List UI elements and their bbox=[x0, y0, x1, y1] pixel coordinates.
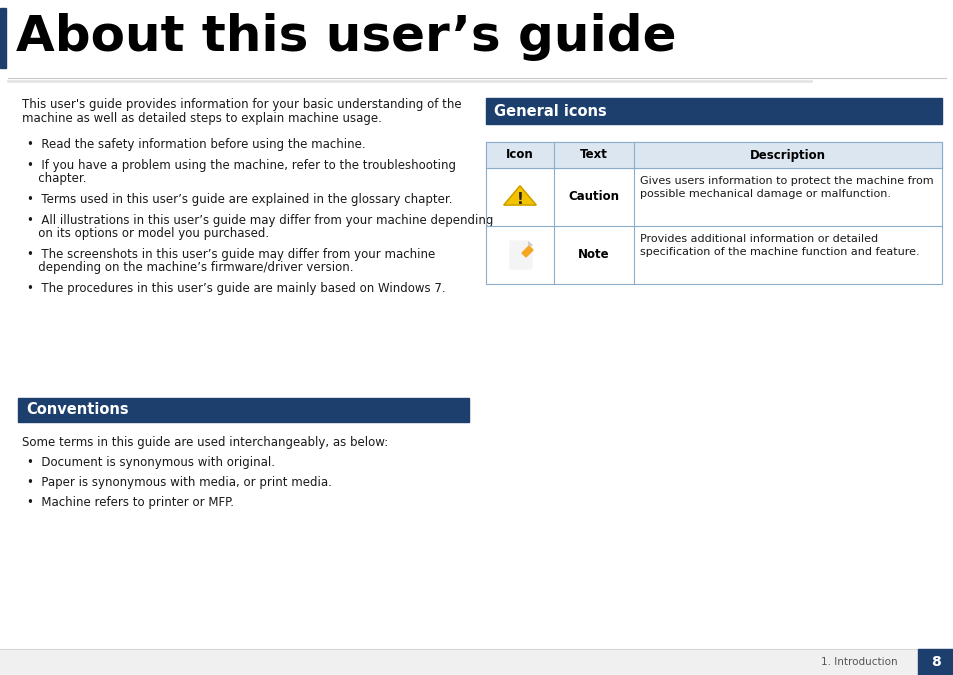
Text: chapter.: chapter. bbox=[27, 172, 87, 185]
Text: Icon: Icon bbox=[506, 148, 534, 161]
Text: •  Terms used in this user’s guide are explained in the glossary chapter.: • Terms used in this user’s guide are ex… bbox=[27, 193, 452, 206]
Text: Description: Description bbox=[749, 148, 825, 161]
Text: possible mechanical damage or malfunction.: possible mechanical damage or malfunctio… bbox=[639, 189, 890, 199]
Text: 8: 8 bbox=[930, 655, 940, 669]
Text: Note: Note bbox=[578, 248, 609, 261]
Text: •  Read the safety information before using the machine.: • Read the safety information before usi… bbox=[27, 138, 365, 151]
Bar bbox=[18, 398, 469, 422]
Text: •  Document is synonymous with original.: • Document is synonymous with original. bbox=[27, 456, 274, 469]
Polygon shape bbox=[527, 241, 532, 245]
Text: depending on the machine’s firmware/driver version.: depending on the machine’s firmware/driv… bbox=[27, 261, 354, 274]
Bar bbox=[485, 142, 941, 168]
Text: About this user’s guide: About this user’s guide bbox=[16, 13, 676, 61]
Text: on its options or model you purchased.: on its options or model you purchased. bbox=[27, 227, 269, 240]
Text: Caution: Caution bbox=[568, 190, 618, 203]
Bar bbox=[0, 8, 6, 68]
Text: Gives users information to protect the machine from: Gives users information to protect the m… bbox=[639, 176, 933, 186]
Text: •  The screenshots in this user’s guide may differ from your machine: • The screenshots in this user’s guide m… bbox=[27, 248, 435, 261]
Text: specification of the machine function and feature.: specification of the machine function an… bbox=[639, 247, 919, 257]
Text: General icons: General icons bbox=[494, 103, 606, 119]
Text: Provides additional information or detailed: Provides additional information or detai… bbox=[639, 234, 877, 244]
Polygon shape bbox=[510, 241, 532, 269]
Text: •  Machine refers to printer or MFP.: • Machine refers to printer or MFP. bbox=[27, 496, 233, 509]
Bar bbox=[485, 142, 941, 284]
Polygon shape bbox=[521, 246, 533, 257]
Text: Some terms in this guide are used interchangeably, as below:: Some terms in this guide are used interc… bbox=[22, 436, 388, 449]
Text: machine as well as detailed steps to explain machine usage.: machine as well as detailed steps to exp… bbox=[22, 112, 381, 125]
Bar bbox=[485, 98, 941, 124]
Text: Conventions: Conventions bbox=[26, 402, 129, 418]
Text: •  If you have a problem using the machine, refer to the troubleshooting: • If you have a problem using the machin… bbox=[27, 159, 456, 172]
Text: !: ! bbox=[516, 192, 523, 207]
Bar bbox=[0, 649, 953, 675]
Polygon shape bbox=[503, 186, 536, 205]
Text: •  All illustrations in this user’s guide may differ from your machine depending: • All illustrations in this user’s guide… bbox=[27, 214, 493, 227]
Text: Text: Text bbox=[579, 148, 607, 161]
Text: •  The procedures in this user’s guide are mainly based on Windows 7.: • The procedures in this user’s guide ar… bbox=[27, 282, 445, 295]
Text: •  Paper is synonymous with media, or print media.: • Paper is synonymous with media, or pri… bbox=[27, 476, 332, 489]
Text: This user's guide provides information for your basic understanding of the: This user's guide provides information f… bbox=[22, 98, 461, 111]
Bar bbox=[917, 649, 953, 675]
Text: 1. Introduction: 1. Introduction bbox=[821, 657, 897, 667]
